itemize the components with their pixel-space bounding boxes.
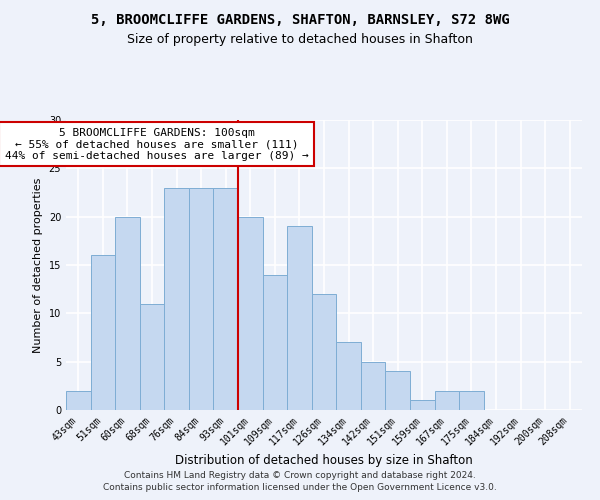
Bar bbox=[312, 294, 336, 410]
Bar bbox=[385, 372, 410, 410]
Bar bbox=[115, 216, 140, 410]
Text: 5, BROOMCLIFFE GARDENS, SHAFTON, BARNSLEY, S72 8WG: 5, BROOMCLIFFE GARDENS, SHAFTON, BARNSLE… bbox=[91, 12, 509, 26]
Bar bbox=[459, 390, 484, 410]
Text: Size of property relative to detached houses in Shafton: Size of property relative to detached ho… bbox=[127, 32, 473, 46]
Bar bbox=[91, 256, 115, 410]
Bar bbox=[238, 216, 263, 410]
Bar bbox=[164, 188, 189, 410]
Bar bbox=[287, 226, 312, 410]
Bar bbox=[410, 400, 434, 410]
Bar bbox=[361, 362, 385, 410]
Text: Contains public sector information licensed under the Open Government Licence v3: Contains public sector information licen… bbox=[103, 484, 497, 492]
Text: 5 BROOMCLIFFE GARDENS: 100sqm
← 55% of detached houses are smaller (111)
44% of : 5 BROOMCLIFFE GARDENS: 100sqm ← 55% of d… bbox=[5, 128, 309, 161]
Text: Contains HM Land Registry data © Crown copyright and database right 2024.: Contains HM Land Registry data © Crown c… bbox=[124, 471, 476, 480]
Bar bbox=[66, 390, 91, 410]
Bar bbox=[140, 304, 164, 410]
Bar bbox=[263, 274, 287, 410]
Bar bbox=[189, 188, 214, 410]
Y-axis label: Number of detached properties: Number of detached properties bbox=[33, 178, 43, 352]
X-axis label: Distribution of detached houses by size in Shafton: Distribution of detached houses by size … bbox=[175, 454, 473, 467]
Bar bbox=[434, 390, 459, 410]
Bar bbox=[336, 342, 361, 410]
Bar bbox=[214, 188, 238, 410]
